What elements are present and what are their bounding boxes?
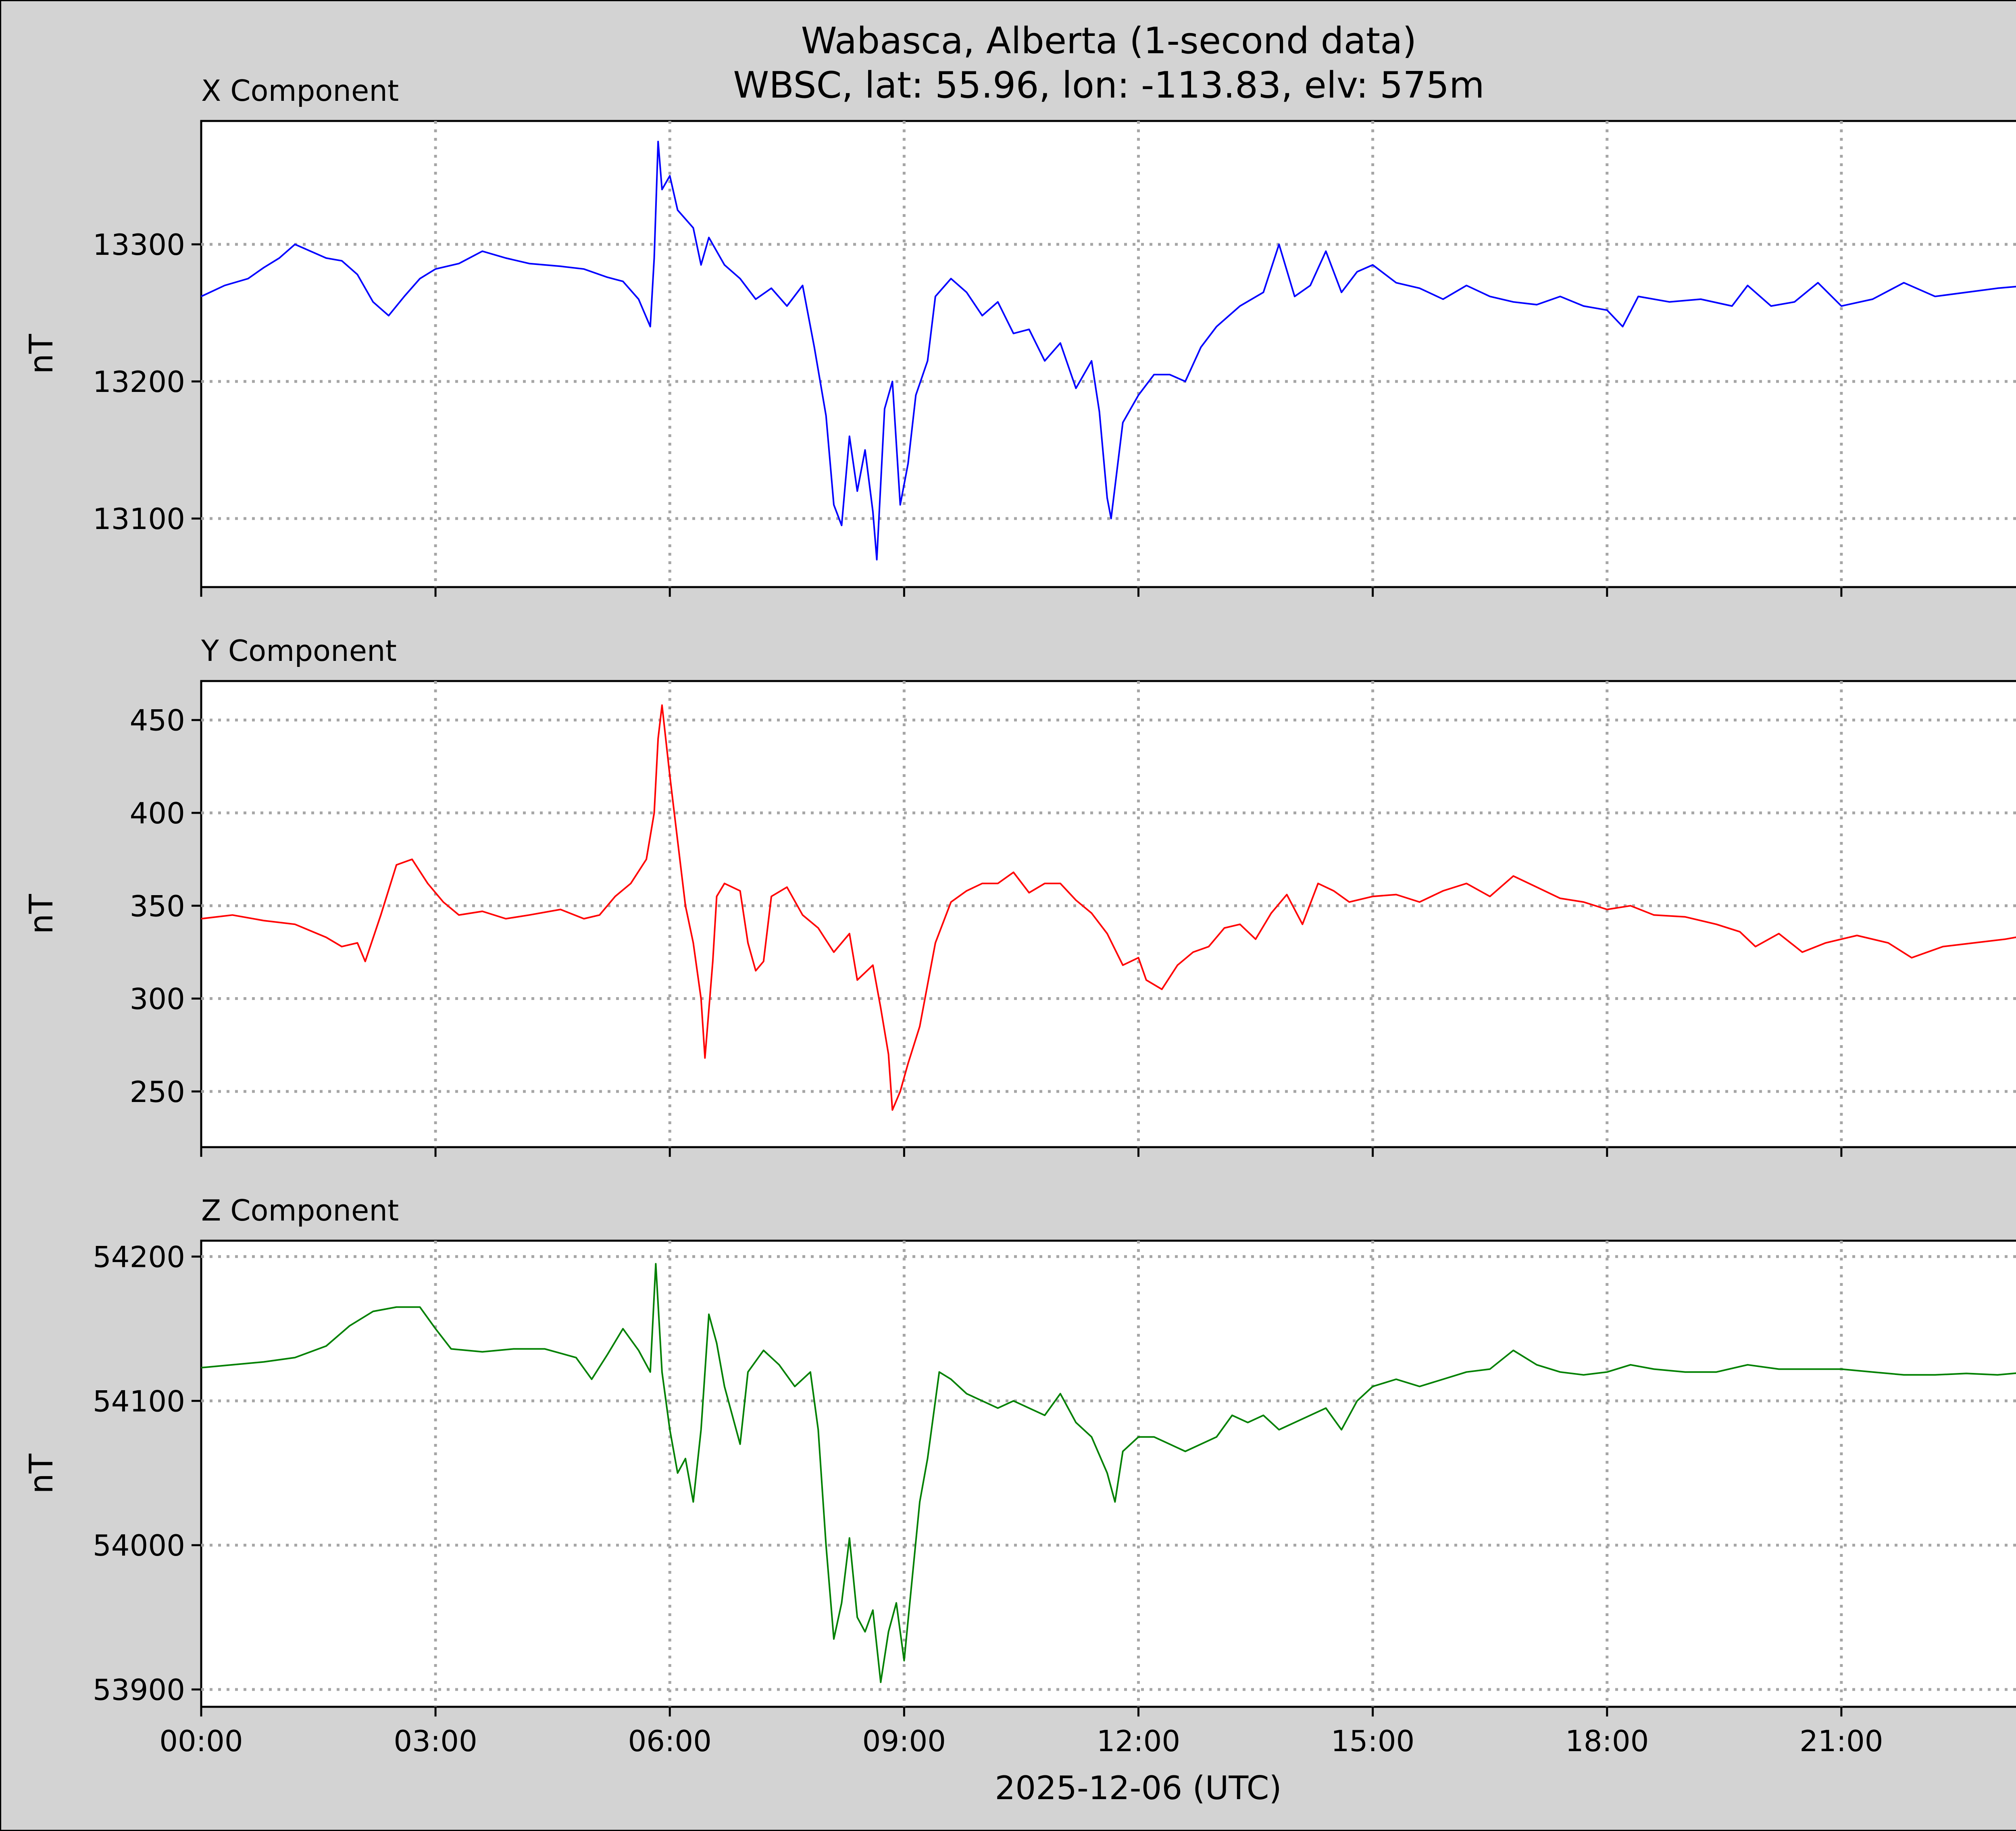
series-line	[201, 1263, 2016, 1683]
panel-title: Z Component	[201, 1194, 399, 1227]
x-tick-label: 06:00	[628, 1724, 712, 1758]
y-axis-label: nT	[23, 894, 60, 934]
x-axis-label: 2025-12-06 (UTC)	[995, 1769, 1281, 1807]
x-tick-label: 03:00	[394, 1724, 477, 1758]
y-tick-label: 54100	[93, 1384, 185, 1418]
y-axis-label: nT	[23, 333, 60, 374]
y-tick-label: 250	[130, 1075, 185, 1109]
y-tick-label: 13300	[93, 228, 185, 262]
panel-title: Y Component	[201, 634, 397, 668]
figure-title-line1: Wabasca, Alberta (1-second data)	[801, 20, 1417, 62]
panels-group: 13100 13200 13300 X Component nT 250 300 350 400…	[23, 74, 2016, 1758]
y-tick-label: 13200	[93, 365, 185, 399]
panel-3: 00:00 03:00 06:00 09:00 12:00 15:00 18:00 21:00…	[23, 1194, 2016, 1758]
y-axis-label: nT	[23, 1453, 60, 1494]
y-tick-label: 400	[130, 796, 185, 830]
x-tick-label: 21:00	[1799, 1724, 1883, 1758]
panel-1: 13100 13200 13300 X Component nT	[23, 74, 2016, 597]
y-tick-label: 53900	[93, 1673, 185, 1707]
y-tick-label: 54000	[93, 1529, 185, 1562]
x-tick-label: 09:00	[862, 1724, 946, 1758]
panel-2: 250 300 350 400 450 Y Component nT	[23, 634, 2016, 1157]
plot-area	[200, 1239, 2016, 1708]
series-line	[201, 141, 2016, 560]
x-tick-label: 00:00	[159, 1724, 243, 1758]
y-tick-label: 13100	[93, 502, 185, 536]
panel-title: X Component	[201, 74, 399, 108]
series-line	[201, 704, 2016, 1111]
y-tick-label: 450	[130, 704, 185, 737]
x-tick-label: 12:00	[1097, 1724, 1181, 1758]
y-tick-label: 54200	[93, 1240, 185, 1274]
x-tick-label: 15:00	[1331, 1724, 1415, 1758]
plot-area	[200, 680, 2016, 1148]
y-tick-label: 300	[130, 982, 185, 1016]
y-tick-label: 350	[130, 889, 185, 923]
figure-title-line2: WBSC, lat: 55.96, lon: -113.83, elv: 575…	[733, 64, 1484, 106]
x-tick-label: 18:00	[1565, 1724, 1649, 1758]
